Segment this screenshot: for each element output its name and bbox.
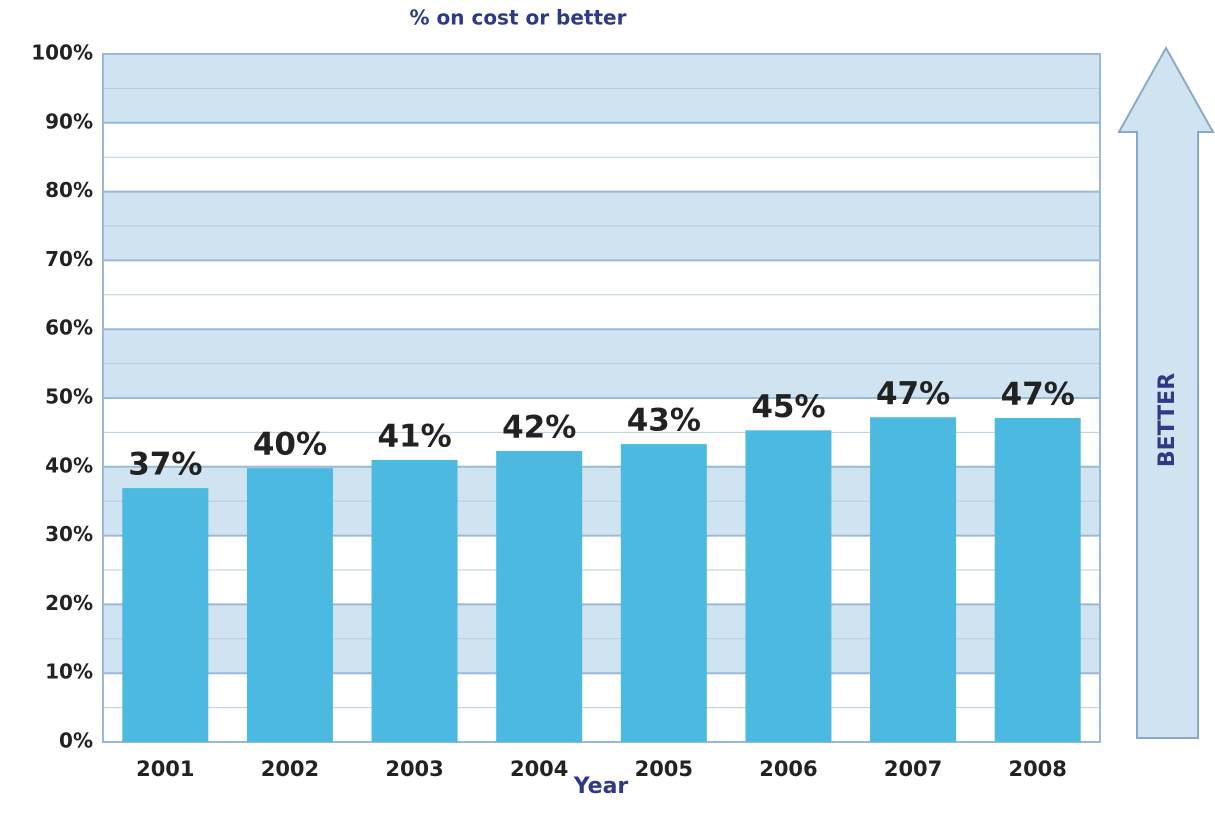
bar — [371, 459, 458, 742]
bar — [745, 430, 832, 742]
y-tick-label: 70% — [45, 247, 93, 271]
x-tick-label: 2007 — [884, 757, 942, 781]
x-tick-label: 2001 — [136, 757, 194, 781]
plot-border — [102, 53, 1101, 743]
x-tick-label: 2002 — [261, 757, 319, 781]
value-label: 45% — [751, 389, 825, 425]
value-label: 43% — [627, 403, 701, 439]
y-tick-label: 40% — [45, 453, 93, 477]
y-tick-label: 100% — [31, 41, 93, 65]
value-label: 42% — [502, 409, 576, 445]
y-tick-label: 10% — [45, 660, 93, 684]
x-tick-label: 2004 — [510, 757, 568, 781]
bar — [246, 468, 333, 742]
x-tick-label: 2008 — [1008, 757, 1066, 781]
bar — [122, 488, 209, 742]
x-tick-label: 2003 — [385, 757, 443, 781]
y-tick-label: 0% — [59, 729, 93, 753]
y-tick-label: 20% — [45, 591, 93, 615]
chart-title: % on cost or better — [410, 6, 627, 30]
bar — [620, 444, 707, 742]
value-label: 40% — [253, 427, 327, 463]
better-arrow — [1117, 45, 1215, 739]
value-label: 47% — [1001, 376, 1075, 412]
x-tick-label: 2006 — [759, 757, 817, 781]
annotation: BETTER — [1155, 373, 1180, 467]
y-tick-label: 60% — [45, 316, 93, 340]
bar — [870, 417, 957, 742]
value-label: 41% — [377, 418, 451, 454]
y-tick-label: 90% — [45, 109, 93, 133]
value-label: 47% — [876, 376, 950, 412]
value-label: 37% — [128, 447, 202, 483]
y-tick-label: 50% — [45, 385, 93, 409]
y-tick-label: 30% — [45, 522, 93, 546]
x-axis-label: Year — [573, 774, 629, 799]
bar — [496, 450, 583, 742]
bar — [994, 417, 1081, 742]
x-tick-label: 2005 — [635, 757, 693, 781]
y-tick-label: 80% — [45, 178, 93, 202]
